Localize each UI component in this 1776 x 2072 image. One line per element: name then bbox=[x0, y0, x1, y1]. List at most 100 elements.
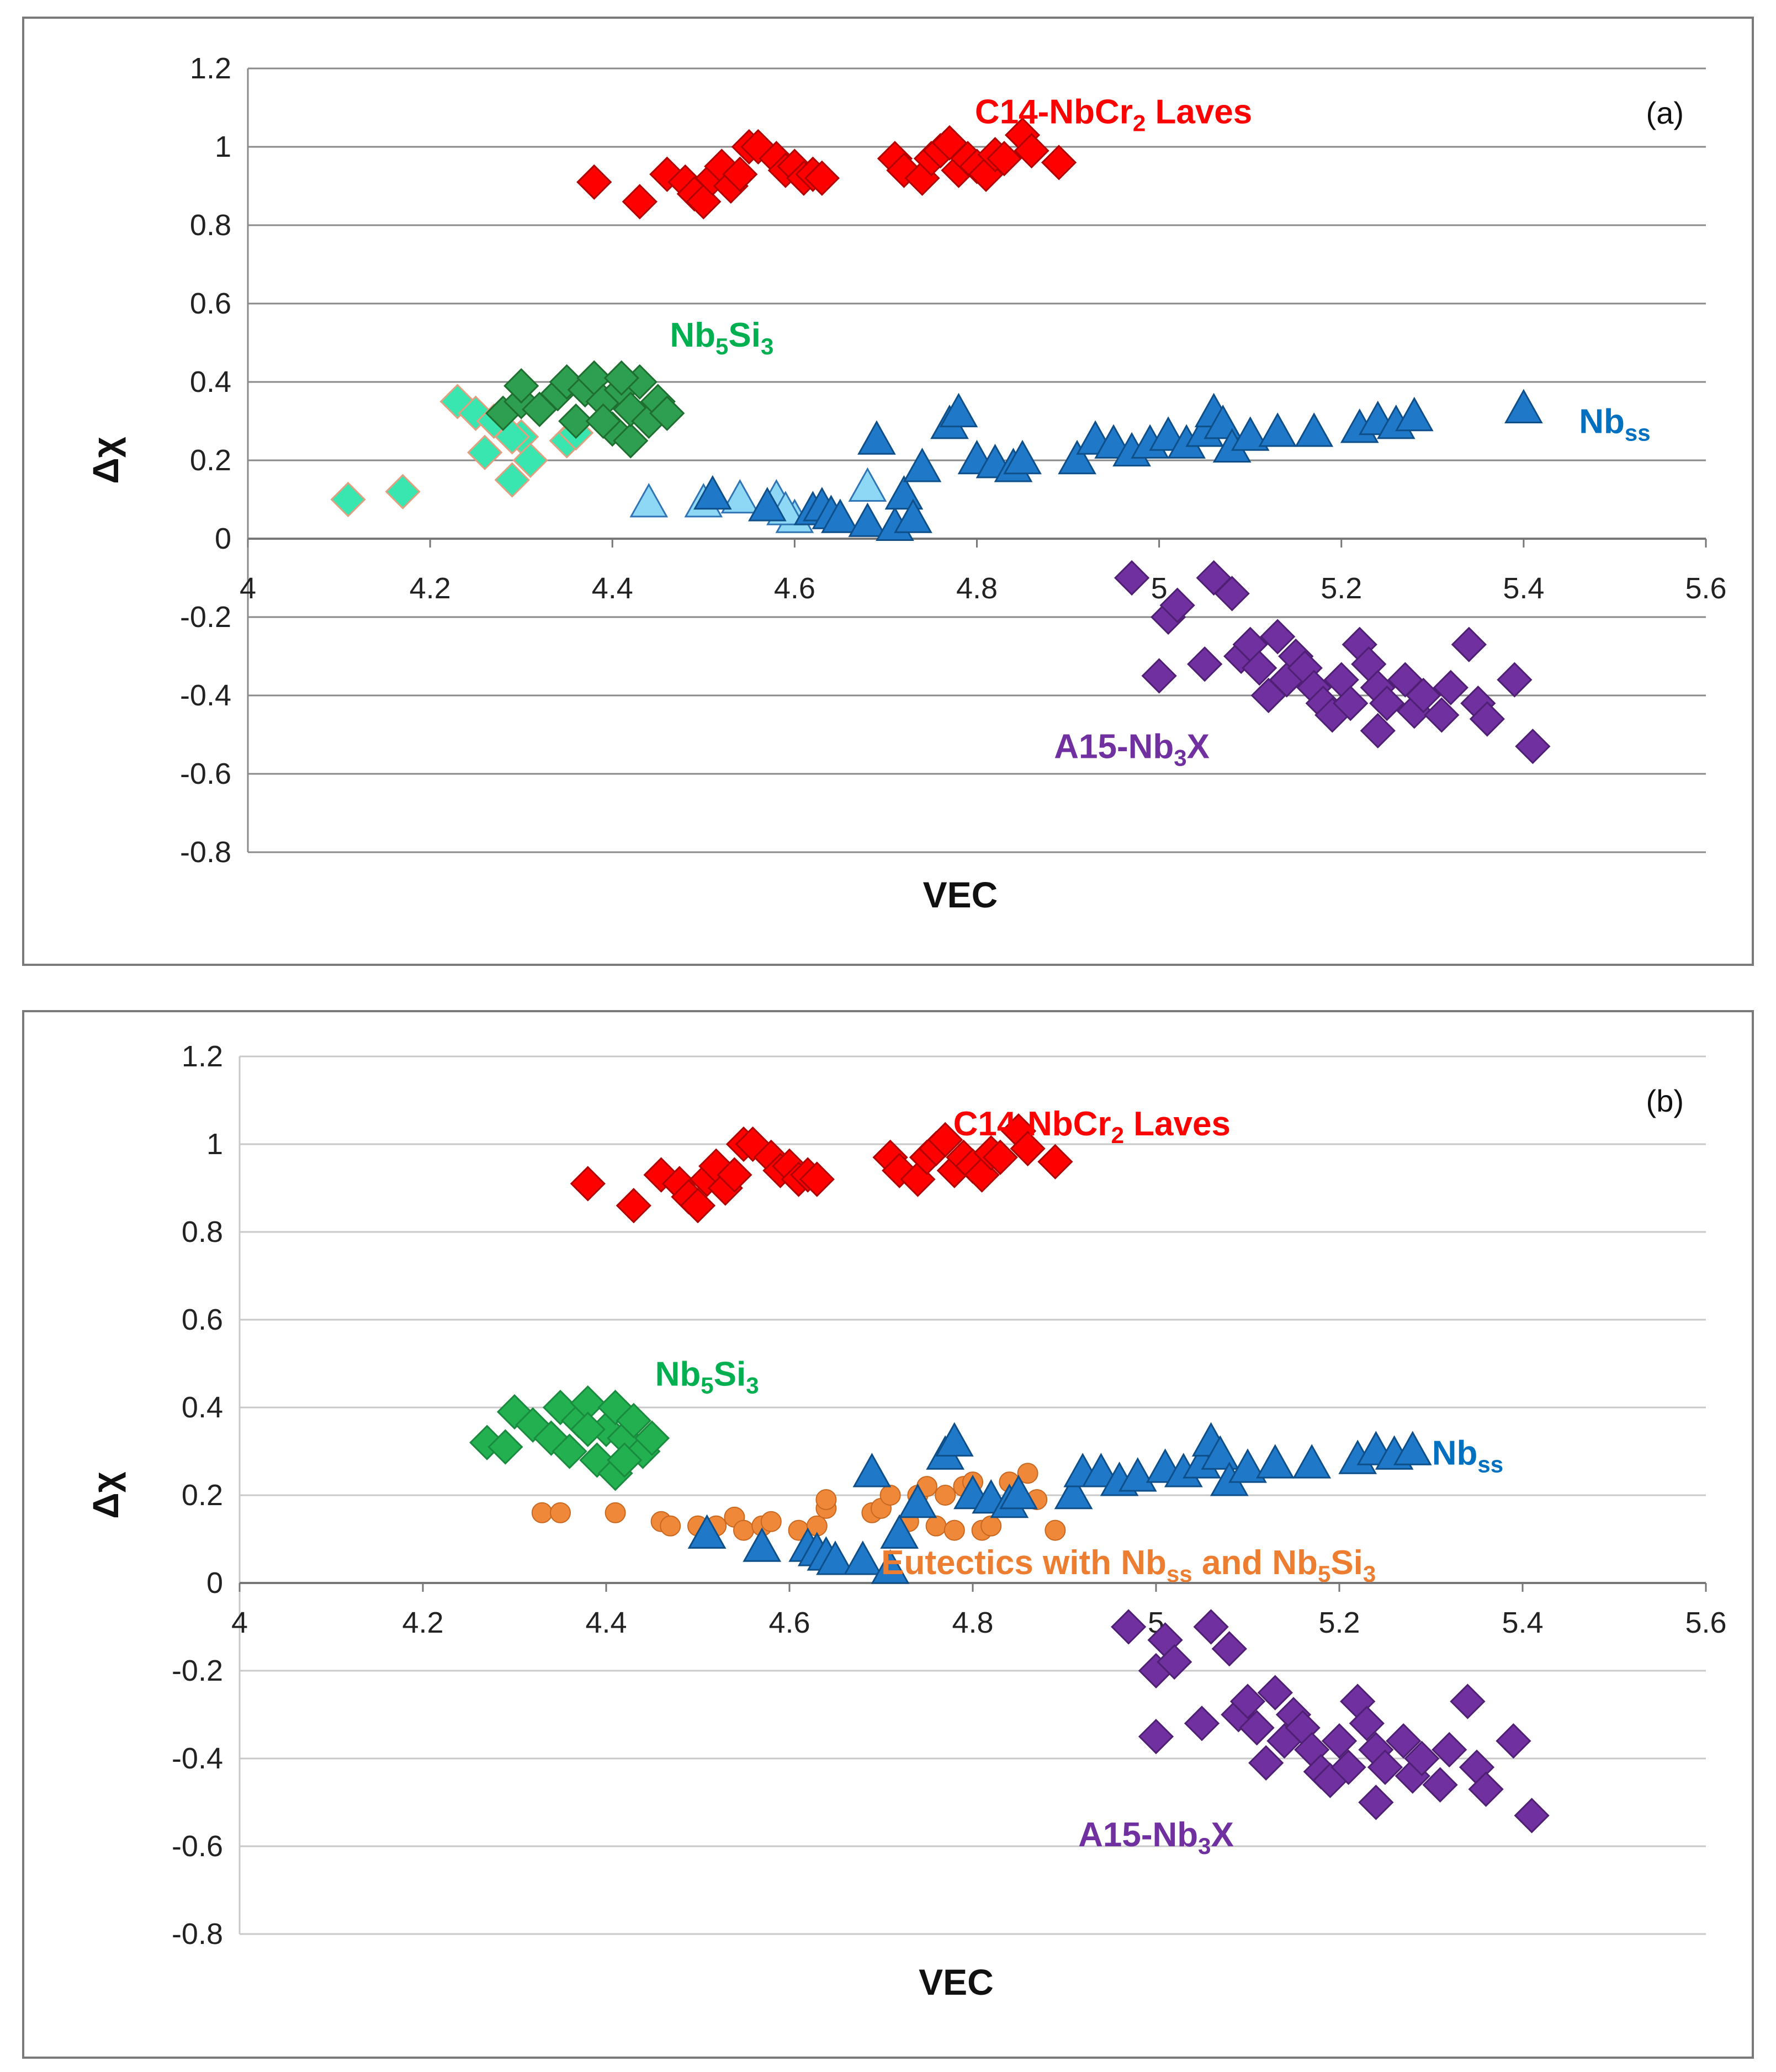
data-point bbox=[687, 1514, 727, 1549]
data-point bbox=[880, 1514, 919, 1549]
series-4 bbox=[1111, 1609, 1550, 1834]
x-tick-label: 4.6 bbox=[768, 1606, 810, 1639]
series-3 bbox=[687, 1422, 1432, 1584]
data-point bbox=[616, 1402, 651, 1438]
chart-b-svg: 1.2 1 0.8 0.6 0.4 0.2 0 -0.2 -0.4 -0.6 -0.8 4 4.2 4.4… bbox=[85, 1040, 1727, 2002]
data-point bbox=[1228, 1448, 1267, 1483]
data-point bbox=[821, 498, 860, 533]
data-point bbox=[512, 442, 548, 479]
data-point bbox=[660, 1515, 681, 1537]
data-point bbox=[649, 395, 685, 431]
series-annotation-3: Eutectics with Nbss​ and Nb5​Si3​ bbox=[881, 1544, 1376, 1587]
data-point bbox=[986, 141, 1022, 177]
data-point bbox=[634, 1420, 670, 1456]
data-point bbox=[935, 1422, 974, 1457]
data-point bbox=[1367, 1749, 1403, 1786]
data-point bbox=[1041, 145, 1077, 180]
chart-panel-a: 1.2 1 0.8 0.6 0.4 0.2 0 -0.2 -0.4 -0.6 -0.8 4 4.2 4.4… bbox=[22, 17, 1754, 966]
series-annotation-0: C14-NbCr2​ Laves bbox=[975, 93, 1252, 136]
data-point bbox=[1404, 1740, 1440, 1777]
data-point bbox=[1369, 686, 1405, 721]
data-point bbox=[1468, 1771, 1504, 1807]
data-point bbox=[852, 1453, 892, 1487]
data-point bbox=[1141, 658, 1177, 694]
data-point bbox=[629, 483, 669, 518]
data-point bbox=[1433, 670, 1468, 705]
data-point bbox=[1239, 1710, 1275, 1746]
data-point bbox=[816, 1540, 855, 1575]
y-tick-label: 1.2 bbox=[190, 52, 231, 85]
data-point bbox=[1201, 1435, 1240, 1470]
x-tick-label: 5.6 bbox=[1685, 1606, 1726, 1639]
data-point bbox=[1003, 439, 1042, 475]
y-tick-label: 1 bbox=[206, 1128, 223, 1161]
x-tick-label: 4.6 bbox=[774, 572, 815, 605]
data-point bbox=[894, 498, 932, 533]
data-point bbox=[717, 1157, 752, 1193]
series-annotation-4: A15-Nb3​X bbox=[1078, 1816, 1234, 1859]
series-1 bbox=[330, 384, 594, 518]
data-point bbox=[550, 1502, 571, 1523]
data-point bbox=[1258, 412, 1297, 447]
data-point bbox=[1111, 1609, 1147, 1645]
x-tick-label: 5 bbox=[1151, 572, 1168, 605]
data-point bbox=[879, 1485, 901, 1506]
x-axis-title: VEC bbox=[919, 1962, 994, 2002]
data-point bbox=[857, 420, 896, 455]
data-point bbox=[980, 1515, 1002, 1537]
data-point bbox=[843, 1540, 882, 1575]
data-point bbox=[925, 1515, 947, 1537]
data-point bbox=[1184, 1706, 1220, 1741]
data-point bbox=[1187, 646, 1223, 682]
series-4 bbox=[693, 389, 1543, 541]
data-point bbox=[1514, 1798, 1550, 1834]
y-tick-label: 0.2 bbox=[190, 444, 231, 477]
x-tick-label: 5.4 bbox=[1502, 1606, 1543, 1639]
y-tick-label: -0.2 bbox=[180, 601, 231, 634]
x-tick-label: 5.6 bbox=[1685, 572, 1726, 605]
data-point bbox=[1515, 729, 1551, 764]
x-axis-title: VEC bbox=[923, 874, 998, 915]
data-point bbox=[1231, 416, 1270, 451]
series-2 bbox=[485, 360, 685, 459]
x-tick-label: 4.2 bbox=[402, 1606, 443, 1639]
data-point bbox=[720, 479, 760, 514]
series-1 bbox=[469, 1385, 670, 1491]
data-point bbox=[1393, 1431, 1432, 1465]
panel-label: (b) bbox=[1646, 1083, 1684, 1118]
data-point bbox=[1157, 1644, 1192, 1680]
data-point bbox=[622, 184, 658, 220]
data-point bbox=[1045, 1520, 1066, 1541]
y-tick-label: 0.4 bbox=[182, 1391, 223, 1424]
data-point bbox=[871, 1549, 910, 1584]
data-point bbox=[603, 360, 639, 396]
series-5 bbox=[1114, 560, 1551, 764]
data-point bbox=[693, 475, 732, 510]
data-point bbox=[1138, 1719, 1174, 1755]
data-point bbox=[1406, 677, 1441, 714]
data-point bbox=[939, 392, 978, 428]
data-point bbox=[1054, 1474, 1093, 1510]
panel-label: (a) bbox=[1646, 95, 1684, 130]
data-point bbox=[1292, 1444, 1332, 1479]
data-point bbox=[1330, 1749, 1366, 1786]
data-point bbox=[1260, 619, 1296, 655]
data-point bbox=[570, 1166, 606, 1202]
series-annotation-1: Nb5​Si3​ bbox=[670, 316, 773, 359]
y-tick-label: 0.8 bbox=[190, 209, 231, 242]
y-tick-label: 0.6 bbox=[182, 1303, 223, 1336]
data-point bbox=[552, 1433, 587, 1469]
data-point bbox=[487, 1429, 523, 1465]
data-point bbox=[1017, 1463, 1038, 1484]
data-point bbox=[815, 1489, 837, 1510]
data-point bbox=[848, 502, 887, 537]
data-point bbox=[1193, 1609, 1229, 1645]
data-point bbox=[943, 1520, 965, 1541]
data-point bbox=[760, 1511, 782, 1532]
data-point bbox=[1395, 396, 1434, 432]
data-point bbox=[616, 1188, 651, 1224]
data-point bbox=[927, 1122, 963, 1158]
x-tick-label: 4.4 bbox=[585, 1606, 627, 1639]
data-point bbox=[898, 1483, 937, 1518]
data-point bbox=[743, 1527, 782, 1562]
